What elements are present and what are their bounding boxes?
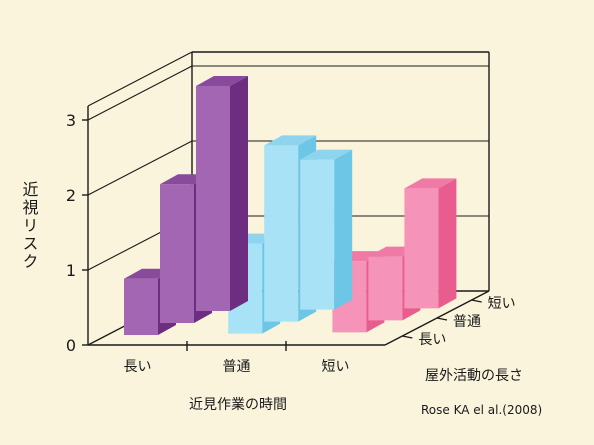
y-axis-label: 近視リスク [20,181,39,271]
bar [196,76,248,311]
bar-top-face [196,76,248,86]
bar-top-face [300,149,353,160]
bar [300,149,353,310]
x-axis-label: 近見作業の時間 [189,397,287,413]
bar-side-face [438,178,457,309]
bar-top-face [264,135,317,146]
bar-side-face [230,76,248,311]
bar [404,178,457,309]
source-citation: Rose KA el al.(2008) [421,403,542,417]
x-tick-label: 長い [124,359,152,375]
depth-tick-label: 長い [418,332,446,348]
depth-tick [436,317,448,321]
bars [124,76,457,335]
gridline [87,65,193,121]
depth-tick-label: 短い [488,296,516,312]
depth-tick [402,335,413,339]
x-tick-label: 普通 [223,359,251,375]
depth-tick-label: 普通 [453,314,481,330]
y-tick-label: 3 [66,111,76,130]
bar-front-face [124,278,158,335]
y-tick-label: 1 [66,261,76,280]
depth-tick [471,299,482,303]
labels: 近視リスク 近見作業の時間 屋外活動の長さ Rose KA el al.(200… [20,111,543,417]
bar-front-face [196,86,230,311]
bar-front-face [404,188,439,309]
bar-top-face [404,178,457,189]
y-tick-label: 0 [66,336,76,355]
depth-axis-label: 屋外活動の長さ [425,368,523,384]
y-tick-label: 2 [66,186,76,205]
x-tick-label: 短い [322,359,350,375]
side-wall-top-edge [87,51,193,107]
bar-front-face [300,159,335,310]
bar-side-face [334,149,353,310]
bar-front-face [264,145,299,322]
bar-front-face [160,184,194,323]
gridline [87,140,193,196]
bar-front-face [368,256,403,321]
